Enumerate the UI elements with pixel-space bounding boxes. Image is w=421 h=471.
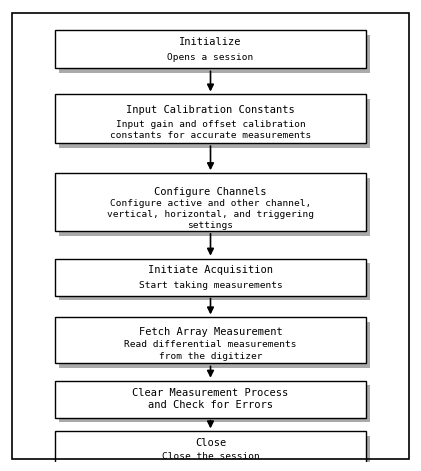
Text: Initiate Acquisition: Initiate Acquisition bbox=[148, 266, 273, 276]
Text: Clear Measurement Process
and Check for Errors: Clear Measurement Process and Check for … bbox=[132, 388, 289, 410]
Text: Input Calibration Constants: Input Calibration Constants bbox=[126, 105, 295, 115]
Text: Start taking measurements: Start taking measurements bbox=[139, 281, 282, 290]
Bar bbox=[55, 173, 366, 231]
Bar bbox=[59, 436, 370, 471]
Bar bbox=[55, 381, 366, 418]
Bar bbox=[59, 385, 370, 422]
Text: Read differential measurements
from the digitizer: Read differential measurements from the … bbox=[124, 341, 297, 361]
Text: Configure Channels: Configure Channels bbox=[154, 187, 267, 196]
Text: Fetch Array Measurement: Fetch Array Measurement bbox=[139, 327, 282, 337]
Bar bbox=[59, 322, 370, 368]
Bar bbox=[59, 178, 370, 236]
Bar bbox=[59, 263, 370, 300]
Bar bbox=[55, 30, 366, 68]
Bar bbox=[55, 94, 366, 143]
Bar bbox=[55, 317, 366, 364]
Bar bbox=[59, 34, 370, 73]
Text: Opens a session: Opens a session bbox=[168, 53, 253, 62]
Bar bbox=[55, 431, 366, 467]
Text: Close: Close bbox=[195, 438, 226, 447]
Bar bbox=[59, 99, 370, 148]
Bar bbox=[55, 259, 366, 296]
Text: Close the session: Close the session bbox=[162, 452, 259, 461]
Text: Input gain and offset calibration
constants for accurate measurements: Input gain and offset calibration consta… bbox=[110, 120, 311, 139]
Text: Initialize: Initialize bbox=[179, 37, 242, 47]
Text: Configure active and other channel,
vertical, horizontal, and triggering
setting: Configure active and other channel, vert… bbox=[107, 199, 314, 230]
